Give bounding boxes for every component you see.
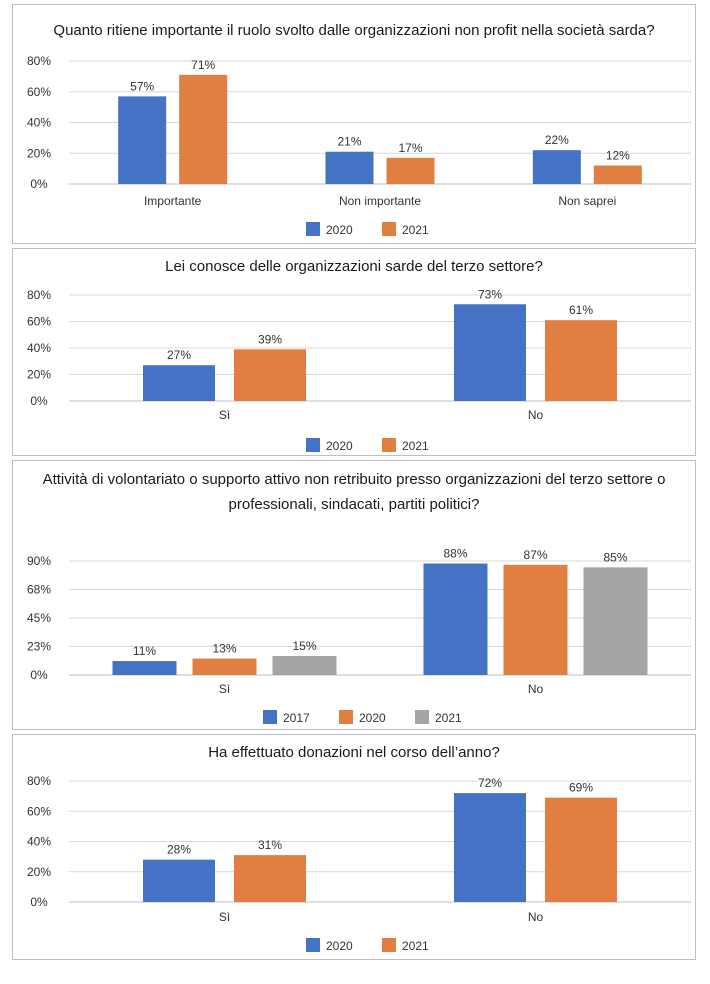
- bar-2021-2: [386, 157, 435, 184]
- y-tick-label: 23%: [27, 640, 51, 654]
- legend-swatch: [306, 222, 320, 236]
- chart-panel-donations: Ha effettuato donazioni nel corso dell’a…: [12, 734, 696, 960]
- y-tick-label: 60%: [27, 804, 51, 818]
- data-label: 85%: [603, 550, 627, 564]
- legend-label: 2021: [402, 939, 429, 953]
- category-label: Importante: [144, 194, 202, 208]
- y-tick-label: 0%: [30, 394, 48, 408]
- data-label: 17%: [398, 141, 422, 155]
- category-label: Non importante: [339, 194, 421, 208]
- y-tick-label: 40%: [27, 341, 51, 355]
- y-tick-label: 20%: [27, 146, 51, 160]
- y-tick-label: 80%: [27, 288, 51, 302]
- data-label: 69%: [569, 781, 593, 795]
- chart-importance: 0% 20% 40% 60% 80% 57% 71% Importante 21% 17% Non …: [27, 54, 691, 237]
- bar-2020-1: [192, 658, 257, 675]
- bar-2020-2: [454, 304, 526, 401]
- data-label: 28%: [167, 843, 191, 857]
- chart-volunteering: 0% 23% 45% 68% 90% 11% 13% 15% Sì 88% 87% 85% No 2017…: [27, 547, 691, 725]
- bar-2021-3: [593, 165, 642, 184]
- category-label: Non saprei: [558, 194, 616, 208]
- chart-title: Ha effettuato donazioni nel corso dell’a…: [208, 744, 500, 761]
- chart-title: Lei conosce delle organizzazioni sarde d…: [165, 258, 543, 275]
- data-label: 88%: [443, 547, 467, 561]
- y-tick-label: 60%: [27, 85, 51, 99]
- data-label: 39%: [258, 332, 282, 346]
- legend-label: 2020: [359, 711, 386, 725]
- y-tick-label: 60%: [27, 315, 51, 329]
- category-label: No: [528, 408, 544, 422]
- legend-label: 2020: [326, 939, 353, 953]
- legend-label: 2021: [402, 223, 429, 237]
- bar-2021-2: [583, 567, 648, 675]
- legend-swatch: [263, 710, 277, 724]
- bar-2020-2: [503, 564, 568, 675]
- y-tick-label: 40%: [27, 116, 51, 130]
- legend-swatch: [382, 938, 396, 952]
- data-label: 15%: [292, 639, 316, 653]
- data-label: 57%: [130, 79, 154, 93]
- legend-label: 2021: [435, 711, 462, 725]
- legend-swatch: [339, 710, 353, 724]
- legend-swatch: [382, 438, 396, 452]
- category-label: Sì: [219, 408, 230, 422]
- chart-knowledge: 0% 20% 40% 60% 80% 27% 39% Sì 73% 61% No 2020 2021: [27, 287, 691, 453]
- category-label: Sì: [219, 910, 230, 924]
- y-tick-label: 0%: [30, 668, 48, 682]
- data-label: 13%: [212, 642, 236, 656]
- legend-label: 2020: [326, 223, 353, 237]
- category-label: Sì: [219, 682, 230, 696]
- bar-2020-3: [532, 150, 581, 184]
- data-label: 61%: [569, 303, 593, 317]
- bar-2021-1: [234, 349, 306, 401]
- bar-2021-2: [545, 320, 617, 401]
- y-tick-label: 68%: [27, 583, 51, 597]
- legend-swatch: [306, 938, 320, 952]
- chart-panel-knowledge: Lei conosce delle organizzazioni sarde d…: [12, 248, 696, 456]
- y-tick-label: 90%: [27, 554, 51, 568]
- bar-2020-2: [325, 151, 374, 184]
- y-tick-label: 80%: [27, 54, 51, 68]
- y-tick-label: 0%: [30, 177, 48, 191]
- bar-2020-1: [143, 365, 215, 401]
- bar-2020-1: [118, 96, 167, 184]
- category-label: No: [528, 910, 544, 924]
- bar-2020-1: [143, 859, 215, 902]
- data-label: 87%: [523, 548, 547, 562]
- data-label: 11%: [133, 644, 156, 658]
- bar-2017-2: [423, 563, 488, 675]
- chart-title: Attività di volontariato o supporto atti…: [42, 471, 666, 513]
- data-label: 22%: [545, 133, 569, 147]
- data-label: 12%: [606, 149, 630, 163]
- chart-title: Quanto ritiene importante il ruolo svolt…: [53, 22, 655, 39]
- chart-panel-volunteering: Attività di volontariato o supporto atti…: [12, 460, 696, 730]
- legend-swatch: [306, 438, 320, 452]
- chart-donations: 0% 20% 40% 60% 80% 28% 31% Sì 72% 69% No 2020 2021: [27, 774, 691, 953]
- y-tick-label: 80%: [27, 774, 51, 788]
- chart-panel-importance: Quanto ritiene importante il ruolo svolt…: [12, 4, 696, 244]
- bar-2021-1: [234, 855, 306, 902]
- data-label: 71%: [191, 58, 215, 72]
- legend-label: 2020: [326, 439, 353, 453]
- category-label: No: [528, 682, 544, 696]
- data-label: 21%: [337, 135, 361, 149]
- y-tick-label: 20%: [27, 865, 51, 879]
- y-tick-label: 20%: [27, 368, 51, 382]
- data-label: 31%: [258, 838, 282, 852]
- y-tick-label: 40%: [27, 835, 51, 849]
- bar-2021-2: [545, 797, 617, 902]
- bar-2020-2: [454, 793, 526, 902]
- data-label: 73%: [478, 287, 502, 301]
- legend-swatch: [415, 710, 429, 724]
- bar-2017-1: [112, 661, 177, 675]
- bar-2021-1: [272, 656, 337, 675]
- data-label: 72%: [478, 776, 502, 790]
- legend-swatch: [382, 222, 396, 236]
- legend-label: 2017: [283, 711, 310, 725]
- y-tick-label: 0%: [30, 895, 48, 909]
- bar-2021-1: [179, 74, 228, 184]
- data-label: 27%: [167, 348, 191, 362]
- legend-label: 2021: [402, 439, 429, 453]
- y-tick-label: 45%: [27, 611, 51, 625]
